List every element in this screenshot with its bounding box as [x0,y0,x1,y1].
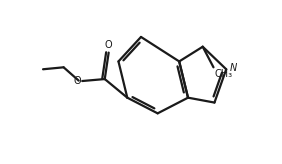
Text: O: O [74,76,81,86]
Text: N: N [230,63,237,73]
Text: CH₃: CH₃ [215,69,233,79]
Text: O: O [105,40,113,50]
